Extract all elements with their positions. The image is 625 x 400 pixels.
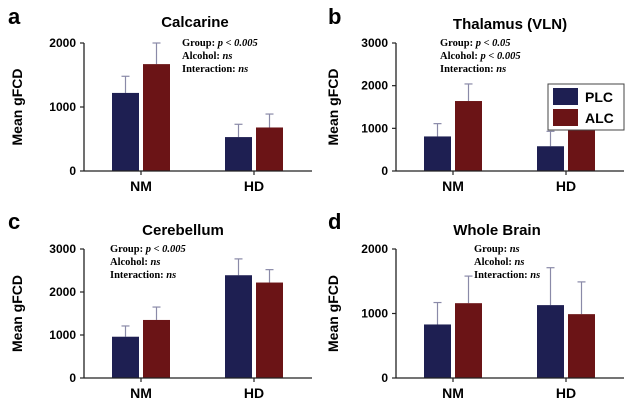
stat-annotation: Interaction: ns [182, 64, 248, 75]
x-tick-label: HD [556, 178, 576, 194]
stat-annotation: Alcohol: ns [182, 51, 232, 62]
bar-alc-nm [455, 303, 482, 378]
stat-value: p < 0.005 [145, 244, 186, 255]
stat-label: Group: [474, 244, 510, 255]
y-tick-label: 0 [69, 164, 76, 178]
panel-letter: b [328, 4, 341, 29]
legend-swatch-alc [553, 109, 578, 126]
x-tick-label: NM [130, 178, 152, 194]
bar-alc-nm [143, 319, 170, 378]
stat-annotation: Group: p < 0.005 [110, 244, 186, 255]
x-tick-label: HD [244, 178, 264, 194]
bar-plc-hd [225, 137, 252, 171]
y-tick-label: 1000 [49, 100, 76, 114]
y-axis-label: Mean gFCD [9, 69, 25, 146]
stat-annotation: Alcohol: p < 0.005 [440, 51, 521, 62]
y-tick-label: 2000 [49, 36, 76, 50]
y-tick-label: 1000 [361, 121, 388, 135]
y-tick-label: 0 [381, 164, 388, 178]
y-tick-label: 2000 [49, 285, 76, 299]
y-tick-label: 3000 [49, 242, 76, 256]
stat-value: ns [238, 64, 248, 75]
legend-label-plc: PLC [585, 89, 613, 105]
stat-annotation: Interaction: ns [110, 270, 176, 281]
y-axis-label: Mean gFCD [325, 69, 341, 146]
x-tick-label: HD [244, 385, 264, 400]
y-tick-label: 2000 [361, 79, 388, 93]
stat-label: Alcohol: [440, 51, 481, 62]
y-tick-label: 1000 [49, 328, 76, 342]
stat-value: ns [510, 244, 520, 255]
stat-value: p < 0.005 [217, 38, 258, 49]
y-axis-label: Mean gFCD [9, 275, 25, 352]
stat-value: ns [496, 64, 506, 75]
legend: PLC ALC [547, 83, 625, 131]
stat-annotation: Group: ns [474, 244, 520, 255]
x-tick-label: NM [442, 385, 464, 400]
bar-plc-nm [112, 336, 139, 378]
stat-value: ns [166, 270, 176, 281]
legend-swatch-plc [553, 88, 578, 105]
stat-value: p < 0.05 [475, 38, 511, 49]
bar-plc-hd [537, 146, 564, 171]
legend-label-alc: ALC [585, 110, 614, 126]
x-tick-label: HD [556, 385, 576, 400]
stat-annotation: Interaction: ns [474, 270, 540, 281]
stat-annotation: Alcohol: ns [110, 257, 160, 268]
bar-alc-nm [143, 64, 170, 171]
bar-alc-nm [455, 101, 482, 171]
bar-alc-hd [568, 314, 595, 378]
stat-annotation: Alcohol: ns [474, 257, 524, 268]
y-axis-label: Mean gFCD [325, 275, 341, 352]
stat-label: Group: [440, 38, 476, 49]
stat-value: ns [515, 257, 525, 268]
y-tick-label: 1000 [361, 307, 388, 321]
stat-label: Interaction: [182, 64, 238, 75]
chart-title: Whole Brain [453, 222, 541, 239]
stat-value: ns [151, 257, 161, 268]
chart-title: Calcarine [161, 14, 229, 31]
stat-label: Group: [182, 38, 218, 49]
x-tick-label: NM [130, 385, 152, 400]
stat-label: Alcohol: [182, 51, 223, 62]
bar-plc-hd [537, 305, 564, 378]
bar-plc-hd [225, 275, 252, 378]
panel-letter: a [8, 4, 21, 29]
stat-label: Group: [110, 244, 146, 255]
stat-label: Alcohol: [110, 257, 151, 268]
chart-panel-a: a Calcarine Mean gFCD NM HD 0 1000 2000 Group: p… [8, 4, 312, 194]
stat-label: Interaction: [110, 270, 166, 281]
stat-annotation: Interaction: ns [440, 64, 506, 75]
chart-title: Cerebellum [142, 222, 224, 239]
x-tick-label: NM [442, 178, 464, 194]
stat-value: ns [530, 270, 540, 281]
y-tick-label: 0 [381, 371, 388, 385]
stat-value: p < 0.005 [480, 51, 521, 62]
chart-panel-d: d Whole Brain Mean gFCD NM HD 0 1000 2000 Group:… [325, 209, 624, 400]
stat-annotation: Group: p < 0.05 [440, 38, 511, 49]
y-tick-label: 3000 [361, 36, 388, 50]
y-tick-label: 2000 [361, 242, 388, 256]
bar-plc-nm [424, 136, 451, 171]
y-tick-label: 0 [69, 371, 76, 385]
stat-value: ns [223, 51, 233, 62]
stat-annotation: Group: p < 0.005 [182, 38, 258, 49]
bar-plc-nm [112, 92, 139, 171]
chart-title: Thalamus (VLN) [453, 16, 567, 33]
panel-letter: d [328, 209, 341, 234]
bar-alc-hd [256, 282, 283, 378]
panel-letter: c [8, 209, 20, 234]
bar-alc-hd [256, 127, 283, 171]
chart-panel-c: c Cerebellum Mean gFCD NM HD 0 1000 2000 3000 Gro… [8, 209, 312, 400]
stat-label: Alcohol: [474, 257, 515, 268]
bar-plc-nm [424, 324, 451, 378]
stat-label: Interaction: [474, 270, 530, 281]
stat-label: Interaction: [440, 64, 496, 75]
